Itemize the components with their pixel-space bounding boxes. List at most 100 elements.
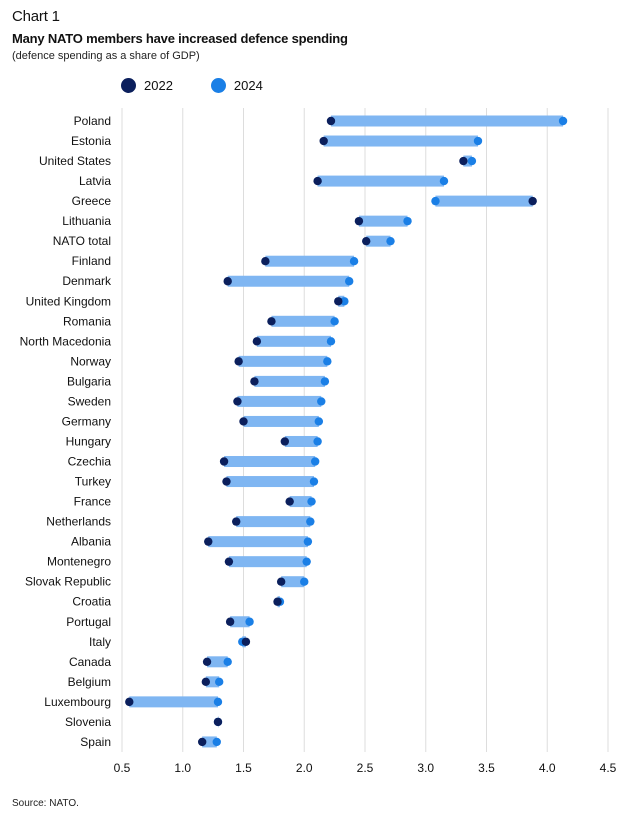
dot-2022-montenegro <box>224 557 234 566</box>
dot-2024-greece <box>431 196 440 206</box>
range-bar-romania <box>271 315 335 327</box>
dot-2022-united-states <box>459 156 468 166</box>
dot-2022-estonia <box>319 136 328 146</box>
dot-2022-slovak-republic <box>276 577 286 586</box>
dot-2024-united-kingdom <box>340 297 349 306</box>
category-label-czechia: Czechia <box>68 455 112 469</box>
category-label-norway: Norway <box>70 354 111 368</box>
dot-2024-lithuania <box>403 216 412 226</box>
dot-2024-denmark <box>345 277 354 286</box>
dot-2024-estonia <box>473 136 483 146</box>
category-label-germany: Germany <box>62 414 111 428</box>
category-label-united-states: United States <box>39 154 111 168</box>
category-label-hungary: Hungary <box>66 434 111 448</box>
dot-2022-denmark <box>223 277 232 286</box>
range-bar-portugal <box>230 616 250 628</box>
range-bar-slovak-republic <box>281 576 305 588</box>
range-bar-sweden <box>237 395 322 407</box>
dot-2024-finland <box>349 257 359 266</box>
dot-2024-hungary <box>313 437 322 446</box>
x-tick-label: 1.0 <box>174 761 191 775</box>
dot-2022-finland <box>261 257 270 266</box>
dot-2024-romania <box>330 317 339 326</box>
range-bar-netherlands <box>236 516 311 528</box>
x-tick-label: 4.0 <box>539 761 556 775</box>
dot-2022-greece <box>528 196 537 206</box>
category-label-croatia: Croatia <box>72 595 111 609</box>
range-bar-hungary <box>284 435 318 447</box>
dot-2022-turkey <box>222 477 231 486</box>
category-label-albania: Albania <box>71 535 111 549</box>
dot-2024-bulgaria <box>320 377 330 386</box>
range-bar-finland <box>265 255 355 267</box>
category-label-france: France <box>74 495 112 509</box>
dot-2022-lithuania <box>354 216 364 226</box>
category-label-nato-total: NATO total <box>53 234 111 248</box>
x-tick-label: 1.5 <box>235 761 252 775</box>
dot-2024-canada <box>223 657 232 667</box>
category-label-canada: Canada <box>69 655 111 669</box>
dot-2022-poland <box>326 116 336 126</box>
range-bar-estonia <box>323 135 478 147</box>
dot-2024-turkey <box>309 477 319 486</box>
range-bar-nato-total <box>366 235 391 247</box>
category-label-romania: Romania <box>63 314 111 328</box>
category-label-portugal: Portugal <box>66 615 111 629</box>
category-label-montenegro: Montenegro <box>47 555 111 569</box>
category-label-belgium: Belgium <box>68 675 111 689</box>
range-bar-luxembourg <box>129 696 218 708</box>
dot-2024-united-states <box>467 156 477 166</box>
category-label-poland: Poland <box>74 114 111 128</box>
range-bar-spain <box>202 736 217 748</box>
dot-2024-norway <box>323 357 332 366</box>
dot-2024-nato-total <box>386 236 395 246</box>
legend-dot-2022 <box>121 78 136 93</box>
dot-2022-france <box>285 497 294 506</box>
dot-2022-romania <box>267 317 276 326</box>
range-bar-poland <box>330 115 564 127</box>
range-bar-latvia <box>317 175 444 187</box>
dot-2022-czechia <box>219 457 229 466</box>
category-label-united-kingdom: United Kingdom <box>26 294 111 308</box>
dot-2024-sweden <box>317 397 326 406</box>
dot-2022-germany <box>239 417 248 426</box>
dot-2022-croatia <box>273 597 282 606</box>
legend: 2022 2024 <box>121 78 301 93</box>
range-bar-czechia <box>224 456 316 468</box>
dot-2022-canada <box>202 657 212 667</box>
category-label-slovak-republic: Slovak Republic <box>25 575 111 589</box>
dot-2022-hungary <box>280 437 290 446</box>
dot-2022-albania <box>204 537 213 546</box>
dot-2024-germany <box>314 417 324 426</box>
chart-subtitle: (defence spending as a share of GDP) <box>12 50 200 62</box>
dot-2022-netherlands <box>232 517 241 526</box>
category-label-slovenia: Slovenia <box>65 715 111 729</box>
dot-2022-spain <box>197 737 207 747</box>
range-bar-turkey <box>226 476 314 488</box>
category-label-latvia: Latvia <box>79 174 111 188</box>
category-label-turkey: Turkey <box>75 475 111 489</box>
dot-2022-belgium <box>201 677 211 687</box>
dot-2022-north-macedonia <box>252 337 262 346</box>
dot-2022-latvia <box>313 176 322 186</box>
range-bar-united-states <box>463 155 472 167</box>
dot-2024-czechia <box>310 457 320 466</box>
x-tick-label: 0.5 <box>114 761 131 775</box>
x-tick-label: 2.0 <box>296 761 313 775</box>
dot-2024-luxembourg <box>213 697 223 707</box>
range-bar-norway <box>238 355 328 367</box>
range-bar-greece <box>435 195 533 207</box>
category-label-netherlands: Netherlands <box>46 515 111 529</box>
dot-2022-italy <box>241 637 251 646</box>
chart-title: Many NATO members have increased defence… <box>12 31 348 46</box>
category-label-denmark: Denmark <box>62 274 112 288</box>
range-bar-lithuania <box>358 215 408 227</box>
x-tick-label: 3.5 <box>478 761 495 775</box>
x-tick-label: 2.5 <box>357 761 374 775</box>
range-bar-montenegro <box>228 556 307 568</box>
x-tick-label: 4.5 <box>600 761 617 775</box>
dot-2022-luxembourg <box>125 697 134 707</box>
dot-2022-portugal <box>225 617 235 626</box>
category-label-sweden: Sweden <box>68 394 111 408</box>
